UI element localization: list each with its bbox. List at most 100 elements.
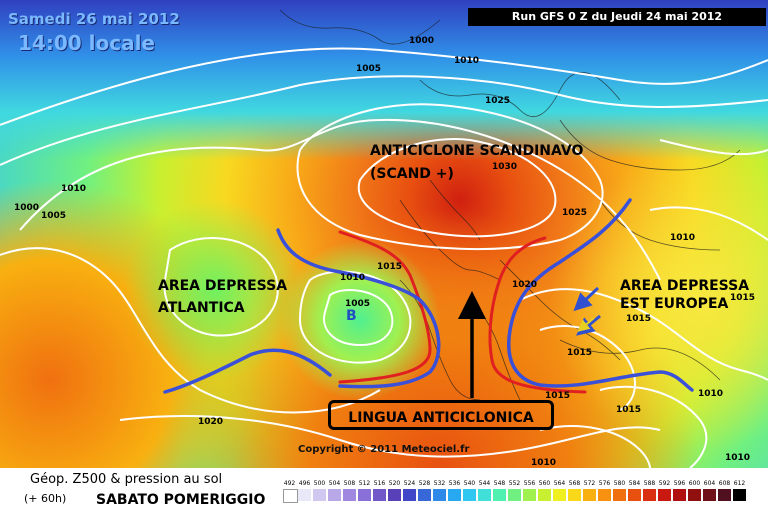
color-swatch [448, 489, 461, 501]
color-scale-value: 520 [388, 480, 401, 487]
legend-title: Géop. Z500 & pression au sol [30, 472, 223, 487]
color-scale-value: 580 [613, 480, 626, 487]
atlantic-low-label: AREA DEPRESSA ATLANTICA [158, 277, 287, 317]
color-scale-value: 556 [523, 480, 536, 487]
color-scale-value: 508 [343, 480, 356, 487]
isobars [0, 47, 768, 468]
color-scale-cell: 604 [702, 478, 717, 502]
color-scale-value: 608 [718, 480, 731, 487]
color-scale-cell: 544 [477, 478, 492, 502]
color-swatch [298, 489, 311, 501]
color-swatch [718, 489, 731, 501]
color-scale-cell: 592 [657, 478, 672, 502]
low-pressure-marker: B [346, 308, 357, 324]
color-swatch [463, 489, 476, 501]
color-swatch [733, 489, 746, 501]
color-swatch [403, 489, 416, 501]
color-scale-cell: 600 [687, 478, 702, 502]
color-swatch [538, 489, 551, 501]
isobar-label: 1010 [61, 184, 86, 194]
color-scale-cell: 564 [552, 478, 567, 502]
isobar-label: 1000 [14, 203, 39, 213]
color-scale-value: 572 [583, 480, 596, 487]
color-scale-cell: 516 [372, 478, 387, 502]
isobar-label: 1030 [492, 162, 517, 172]
color-scale-value: 592 [658, 480, 671, 487]
east-europe-low-label: AREA DEPRESSA EST EUROPEA [620, 277, 749, 313]
color-scale-value: 560 [538, 480, 551, 487]
color-swatch [568, 489, 581, 501]
color-swatch [583, 489, 596, 501]
trough-axis-lines [163, 198, 694, 394]
atlantic-low-label-line1: AREA DEPRESSA [158, 278, 288, 294]
color-swatch [478, 489, 491, 501]
color-swatch [433, 489, 446, 501]
isobar-label: 1005 [356, 64, 381, 74]
isobar-label: 1005 [41, 211, 66, 221]
anticyclone-label-line1: ANTICICLONE SCANDINAVO [370, 143, 584, 159]
color-scale-value: 544 [478, 480, 491, 487]
color-scale-cell: 508 [342, 478, 357, 502]
color-scale-value: 588 [643, 480, 656, 487]
color-scale-cell: 588 [642, 478, 657, 502]
color-swatch [613, 489, 626, 501]
color-scale-value: 528 [418, 480, 431, 487]
isobar-label: 1015 [545, 391, 570, 401]
color-scale-cell: 552 [507, 478, 522, 502]
color-scale-value: 524 [403, 480, 416, 487]
isobar-label: 1010 [725, 453, 750, 463]
color-scale-value: 500 [313, 480, 326, 487]
color-swatch [628, 489, 641, 501]
color-scale-value: 576 [598, 480, 611, 487]
color-swatch [523, 489, 536, 501]
isobar-label: 1025 [562, 208, 587, 218]
color-scale-cell: 608 [717, 478, 732, 502]
anticyclone-label: ANTICICLONE SCANDINAVO (SCAND +) [370, 142, 583, 183]
isobar-label: 1015 [730, 293, 755, 303]
color-scale-cell: 596 [672, 478, 687, 502]
color-scale: 492 496 500 504 508 512 516 520 524 528 532 536 540 5… [282, 478, 747, 503]
color-scale-value: 596 [673, 480, 686, 487]
color-scale-value: 584 [628, 480, 641, 487]
color-scale-value: 612 [733, 480, 746, 487]
color-swatch [658, 489, 671, 501]
color-scale-cell: 504 [327, 478, 342, 502]
color-swatch [703, 489, 716, 501]
color-scale-value: 504 [328, 480, 341, 487]
isobar-label: 1025 [485, 96, 510, 106]
color-scale-cell: 496 [297, 478, 312, 502]
color-scale-value: 512 [358, 480, 371, 487]
color-swatch [328, 489, 341, 501]
color-scale-cell: 528 [417, 478, 432, 502]
east-europe-low-label-line1: AREA DEPRESSA [620, 278, 750, 294]
isobar-label: 1020 [512, 280, 537, 290]
color-scale-value: 548 [493, 480, 506, 487]
color-swatch [283, 489, 298, 503]
atlantic-low-label-line2: ATLANTICA [158, 300, 245, 316]
color-scale-value: 516 [373, 480, 386, 487]
color-swatch [493, 489, 506, 501]
ridge-axis-lines [338, 230, 587, 394]
forecast-hours: (+ 60h) [24, 492, 67, 505]
isobar-label: 1010 [340, 273, 365, 283]
coastlines [279, 9, 741, 401]
isobar-label: 1005 [345, 299, 370, 309]
color-swatch [388, 489, 401, 501]
color-swatch [673, 489, 686, 501]
color-scale-value: 536 [448, 480, 461, 487]
color-swatch [358, 489, 371, 501]
color-scale-value: 492 [283, 480, 296, 487]
isobar-label: 1000 [409, 36, 434, 46]
color-scale-cell: 612 [732, 478, 747, 502]
color-swatch [553, 489, 566, 501]
color-scale-cell: 580 [612, 478, 627, 502]
color-scale-cell: 500 [312, 478, 327, 502]
color-scale-cell: 560 [537, 478, 552, 502]
color-swatch [313, 489, 326, 501]
isobar-value-labels: 1000 1010 1005 1025 1030 1025 1010 1000 … [14, 36, 755, 468]
color-swatch [418, 489, 431, 501]
color-scale-cell: 548 [492, 478, 507, 502]
warm-air-arrow [577, 317, 595, 332]
isobar-label: 1010 [531, 458, 556, 468]
